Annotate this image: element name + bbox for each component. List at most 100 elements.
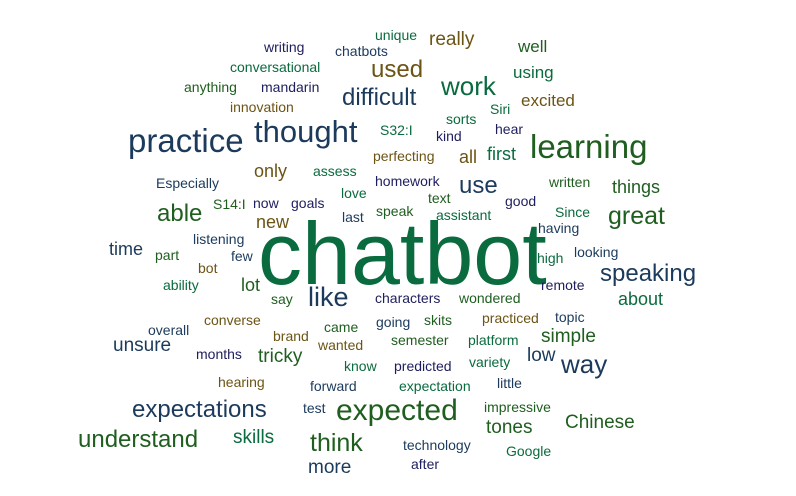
word-low: low <box>527 345 556 366</box>
word-s32-i: S32:I <box>380 122 413 138</box>
word-simple: simple <box>541 326 596 347</box>
word-expectation: expectation <box>399 378 471 394</box>
word-brand: brand <box>273 328 309 344</box>
word-understand: understand <box>78 426 199 453</box>
word-used: used <box>371 56 424 83</box>
word-came: came <box>324 319 359 335</box>
word-wondered: wondered <box>459 290 521 306</box>
word-hearing: hearing <box>218 374 265 390</box>
word-months: months <box>196 346 242 362</box>
word-conversational: conversational <box>230 59 321 75</box>
word-expectations: expectations <box>132 396 267 423</box>
word-unsure: unsure <box>113 335 172 356</box>
word-practiced: practiced <box>482 310 539 326</box>
word-time: time <box>109 239 144 259</box>
word-say: say <box>271 291 293 307</box>
word-impressive: impressive <box>484 399 551 415</box>
word-chinese: Chinese <box>565 412 635 433</box>
word-last: last <box>342 209 364 225</box>
word-new: new <box>256 212 290 232</box>
word-text: text <box>428 190 451 206</box>
word-perfecting: perfecting <box>373 148 435 164</box>
word-going: going <box>376 314 411 330</box>
word-topic: topic <box>555 309 585 325</box>
word-able: able <box>157 200 203 227</box>
word-test: test <box>303 400 326 416</box>
word-great: great <box>608 202 665 230</box>
word-converse: converse <box>204 312 261 328</box>
word-kind: kind <box>436 128 462 144</box>
word-s14-i: S14:I <box>213 196 246 212</box>
word-love: love <box>341 185 367 201</box>
word-unique: unique <box>375 27 418 43</box>
word-assess: assess <box>313 163 357 179</box>
word-wanted: wanted <box>318 337 364 353</box>
word-platform: platform <box>468 332 519 348</box>
word-chatbots: chatbots <box>335 43 388 59</box>
word-only: only <box>254 161 288 181</box>
word-few: few <box>231 248 253 264</box>
word-work: work <box>441 71 496 101</box>
word-variety: variety <box>469 354 511 370</box>
word-google: Google <box>506 443 552 459</box>
word-speak: speak <box>376 203 414 219</box>
word-expected: expected <box>336 394 458 427</box>
word-things: things <box>612 177 661 197</box>
word-forward: forward <box>310 378 357 394</box>
word-way: way <box>561 349 608 379</box>
word-skits: skits <box>424 312 452 328</box>
word-semester: semester <box>391 332 449 348</box>
word-sorts: sorts <box>446 111 477 127</box>
word-assistant: assistant <box>436 207 492 223</box>
word-little: little <box>497 375 522 391</box>
word-all: all <box>459 147 478 167</box>
word-now: now <box>253 195 279 211</box>
word-use: use <box>459 172 498 199</box>
word-using: using <box>513 63 554 82</box>
word-tones: tones <box>486 417 533 438</box>
word-practice: practice <box>128 122 244 159</box>
word-goals: goals <box>291 195 325 211</box>
word-difficult: difficult <box>342 84 417 111</box>
word-looking: looking <box>574 244 619 260</box>
word-mandarin: mandarin <box>261 79 320 95</box>
word-first: first <box>487 144 516 164</box>
word-really: really <box>429 29 475 50</box>
word-writing: writing <box>264 39 305 55</box>
word-since: Since <box>555 204 591 220</box>
word-hear: hear <box>495 121 524 137</box>
word-like: like <box>308 282 349 312</box>
word-thought: thought <box>254 114 358 149</box>
word-bot: bot <box>198 260 218 276</box>
word-remote: remote <box>541 277 585 293</box>
word-innovation: innovation <box>230 99 294 115</box>
word-chatbot: chatbot <box>258 204 547 303</box>
word-excited: excited <box>521 91 575 110</box>
word-high: high <box>537 250 564 266</box>
word-characters: characters <box>375 290 441 306</box>
word-skills: skills <box>233 427 275 448</box>
word-part: part <box>155 247 180 263</box>
word-anything: anything <box>184 79 237 95</box>
word-siri: Siri <box>490 101 511 117</box>
word-written: written <box>549 174 591 190</box>
word-predicted: predicted <box>394 358 452 374</box>
word-especially: Especially <box>156 175 220 191</box>
word-learning: learning <box>530 128 648 165</box>
word-more: more <box>308 457 352 478</box>
word-well: well <box>518 37 548 56</box>
word-lot: lot <box>241 275 261 295</box>
word-ability: ability <box>163 277 199 293</box>
word-homework: homework <box>375 173 440 189</box>
word-after: after <box>411 456 440 472</box>
word-speaking: speaking <box>600 260 697 287</box>
word-tricky: tricky <box>258 346 303 367</box>
word-listening: listening <box>193 231 245 247</box>
word-think: think <box>310 429 363 457</box>
word-overall: overall <box>148 322 190 338</box>
word-good: good <box>505 193 537 209</box>
word-know: know <box>344 358 377 374</box>
word-technology: technology <box>403 437 471 453</box>
word-about: about <box>618 289 664 309</box>
